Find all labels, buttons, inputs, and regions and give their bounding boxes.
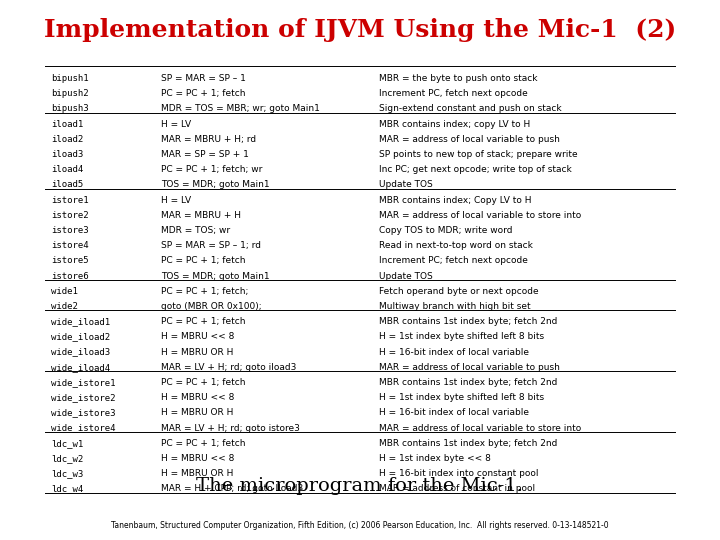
Text: Read in next-to-top word on stack: Read in next-to-top word on stack xyxy=(379,241,534,250)
Text: TOS = MDR; goto Main1: TOS = MDR; goto Main1 xyxy=(161,272,269,281)
Text: H = MBRU OR H: H = MBRU OR H xyxy=(161,408,233,417)
Text: Update TOS: Update TOS xyxy=(379,272,433,281)
Text: MBR contains 1st index byte; fetch 2nd: MBR contains 1st index byte; fetch 2nd xyxy=(379,317,558,326)
Text: MAR = MBRU + H; rd: MAR = MBRU + H; rd xyxy=(161,134,256,144)
Text: goto (MBR OR 0x100);: goto (MBR OR 0x100); xyxy=(161,302,261,311)
Text: H = 16-bit index into constant pool: H = 16-bit index into constant pool xyxy=(379,469,539,478)
Text: wide_iload2: wide_iload2 xyxy=(51,333,110,341)
Text: SP = MAR = SP – 1; rd: SP = MAR = SP – 1; rd xyxy=(161,241,261,250)
Text: H = 16-bit index of local variable: H = 16-bit index of local variable xyxy=(379,348,529,356)
Text: bipush3: bipush3 xyxy=(51,104,89,113)
Text: MDR = TOS; wr: MDR = TOS; wr xyxy=(161,226,230,235)
Text: MAR = SP = SP + 1: MAR = SP = SP + 1 xyxy=(161,150,248,159)
Text: PC = PC + 1; fetch: PC = PC + 1; fetch xyxy=(161,317,246,326)
Text: istore3: istore3 xyxy=(51,226,89,235)
Text: H = LV: H = LV xyxy=(161,195,191,205)
Text: MAR = LV + H; rd; goto iload3: MAR = LV + H; rd; goto iload3 xyxy=(161,363,296,372)
Text: bipush2: bipush2 xyxy=(51,89,89,98)
Text: H = 1st index byte shifted left 8 bits: H = 1st index byte shifted left 8 bits xyxy=(379,393,544,402)
Text: MAR = address of local variable to push: MAR = address of local variable to push xyxy=(379,363,560,372)
Text: istore6: istore6 xyxy=(51,272,89,281)
Text: MBR contains index; copy LV to H: MBR contains index; copy LV to H xyxy=(379,119,531,129)
Text: MAR = address of constant in pool: MAR = address of constant in pool xyxy=(379,484,536,494)
Text: ldc_w2: ldc_w2 xyxy=(51,454,84,463)
Text: MBR contains index; Copy LV to H: MBR contains index; Copy LV to H xyxy=(379,195,532,205)
Text: Increment PC, fetch next opcode: Increment PC, fetch next opcode xyxy=(379,89,528,98)
Text: PC = PC + 1; fetch: PC = PC + 1; fetch xyxy=(161,439,246,448)
Text: MAR = LV + H; rd; goto istore3: MAR = LV + H; rd; goto istore3 xyxy=(161,423,300,433)
Text: H = MBRU << 8: H = MBRU << 8 xyxy=(161,333,234,341)
Text: Multiway branch with high bit set: Multiway branch with high bit set xyxy=(379,302,531,311)
Text: wide_iload1: wide_iload1 xyxy=(51,317,110,326)
Text: MBR = the byte to push onto stack: MBR = the byte to push onto stack xyxy=(379,74,538,83)
Text: MAR = address of local variable to store into: MAR = address of local variable to store… xyxy=(379,211,582,220)
Text: H = MBRU << 8: H = MBRU << 8 xyxy=(161,454,234,463)
Text: H = 1st index byte shifted left 8 bits: H = 1st index byte shifted left 8 bits xyxy=(379,333,544,341)
Text: PC = PC + 1; fetch: PC = PC + 1; fetch xyxy=(161,256,246,265)
Text: Copy TOS to MDR; write word: Copy TOS to MDR; write word xyxy=(379,226,513,235)
Text: SP = MAR = SP – 1: SP = MAR = SP – 1 xyxy=(161,74,246,83)
Text: Sign-extend constant and push on stack: Sign-extend constant and push on stack xyxy=(379,104,562,113)
Text: wide1: wide1 xyxy=(51,287,78,296)
Text: H = 16-bit index of local variable: H = 16-bit index of local variable xyxy=(379,408,529,417)
Text: iload2: iload2 xyxy=(51,134,84,144)
Text: Update TOS: Update TOS xyxy=(379,180,433,190)
Text: wide_istore1: wide_istore1 xyxy=(51,378,116,387)
Text: iload5: iload5 xyxy=(51,180,84,190)
Text: Inc PC; get next opcode; write top of stack: Inc PC; get next opcode; write top of st… xyxy=(379,165,572,174)
Text: MAR = MBRU + H: MAR = MBRU + H xyxy=(161,211,240,220)
Text: istore5: istore5 xyxy=(51,256,89,265)
Text: iload1: iload1 xyxy=(51,119,84,129)
Text: The microprogram for the Mic-1.: The microprogram for the Mic-1. xyxy=(197,477,523,495)
Text: istore2: istore2 xyxy=(51,211,89,220)
Text: PC = PC + 1; fetch: PC = PC + 1; fetch xyxy=(161,89,246,98)
Text: wide_istore4: wide_istore4 xyxy=(51,423,116,433)
Text: wide_iload4: wide_iload4 xyxy=(51,363,110,372)
Text: H = 1st index byte << 8: H = 1st index byte << 8 xyxy=(379,454,491,463)
Text: bipush1: bipush1 xyxy=(51,74,89,83)
Text: PC = PC + 1; fetch; wr: PC = PC + 1; fetch; wr xyxy=(161,165,262,174)
Text: MAR = H + CPP; rd; goto lload3: MAR = H + CPP; rd; goto lload3 xyxy=(161,484,303,494)
Text: Increment PC; fetch next opcode: Increment PC; fetch next opcode xyxy=(379,256,528,265)
Text: wide_iload3: wide_iload3 xyxy=(51,348,110,356)
Text: PC = PC + 1; fetch: PC = PC + 1; fetch xyxy=(161,378,246,387)
Text: ldc_w3: ldc_w3 xyxy=(51,469,84,478)
Text: Implementation of IJVM Using the Mic-1  (2): Implementation of IJVM Using the Mic-1 (… xyxy=(44,17,676,42)
Text: ldc_w1: ldc_w1 xyxy=(51,439,84,448)
Text: H = MBRU OR H: H = MBRU OR H xyxy=(161,348,233,356)
Text: MBR contains 1st index byte; fetch 2nd: MBR contains 1st index byte; fetch 2nd xyxy=(379,378,558,387)
Text: istore4: istore4 xyxy=(51,241,89,250)
Text: wide_istore3: wide_istore3 xyxy=(51,408,116,417)
Text: MDR = TOS = MBR; wr; goto Main1: MDR = TOS = MBR; wr; goto Main1 xyxy=(161,104,320,113)
Text: PC = PC + 1; fetch;: PC = PC + 1; fetch; xyxy=(161,287,248,296)
Text: Fetch operand byte or next opcode: Fetch operand byte or next opcode xyxy=(379,287,539,296)
Text: istore1: istore1 xyxy=(51,195,89,205)
Text: wide_istore2: wide_istore2 xyxy=(51,393,116,402)
Text: iload4: iload4 xyxy=(51,165,84,174)
Text: MAR = address of local variable to store into: MAR = address of local variable to store… xyxy=(379,423,582,433)
Text: H = LV: H = LV xyxy=(161,119,191,129)
Text: TOS = MDR; goto Main1: TOS = MDR; goto Main1 xyxy=(161,180,269,190)
Text: Tanenbaum, Structured Computer Organization, Fifth Edition, (c) 2006 Pearson Edu: Tanenbaum, Structured Computer Organizat… xyxy=(111,522,609,530)
Text: iload3: iload3 xyxy=(51,150,84,159)
Text: ldc_w4: ldc_w4 xyxy=(51,484,84,494)
Text: SP points to new top of stack; prepare write: SP points to new top of stack; prepare w… xyxy=(379,150,578,159)
Text: H = MBRU << 8: H = MBRU << 8 xyxy=(161,393,234,402)
Text: MBR contains 1st index byte; fetch 2nd: MBR contains 1st index byte; fetch 2nd xyxy=(379,439,558,448)
Text: MAR = address of local variable to push: MAR = address of local variable to push xyxy=(379,134,560,144)
Text: wide2: wide2 xyxy=(51,302,78,311)
Text: H = MBRU OR H: H = MBRU OR H xyxy=(161,469,233,478)
